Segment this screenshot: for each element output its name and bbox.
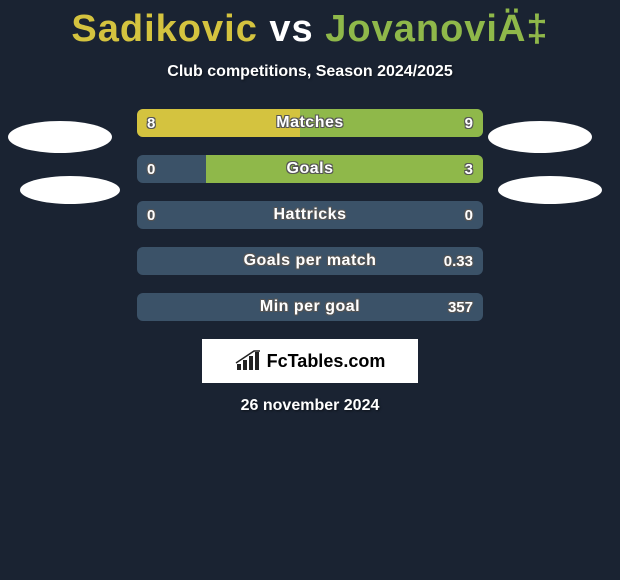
decorative-ellipse <box>498 176 602 204</box>
player1-name: Sadikovic <box>71 8 257 50</box>
stat-bar-row: 00Hattricks <box>137 201 483 229</box>
stat-bar-row: 357Min per goal <box>137 293 483 321</box>
decorative-ellipse <box>8 121 112 153</box>
chart-icon <box>235 350 261 372</box>
stat-label: Goals <box>137 155 483 183</box>
logo-text: FcTables.com <box>267 351 386 372</box>
comparison-title: Sadikovic vs JovanoviÄ‡ <box>0 0 620 51</box>
stat-bar-row: 0.33Goals per match <box>137 247 483 275</box>
stat-bar-row: 03Goals <box>137 155 483 183</box>
decorative-ellipse <box>488 121 592 153</box>
vs-text: vs <box>269 8 313 50</box>
decorative-ellipse <box>20 176 120 204</box>
stat-label: Hattricks <box>137 201 483 229</box>
stat-bar-row: 89Matches <box>137 109 483 137</box>
comparison-content: 89Matches 03Goals 00Hattricks 0.33Goals per… <box>0 109 620 415</box>
fctables-logo: FcTables.com <box>202 339 418 383</box>
subtitle: Club competitions, Season 2024/2025 <box>0 63 620 81</box>
stat-label: Min per goal <box>137 293 483 321</box>
stat-label: Matches <box>137 109 483 137</box>
player2-name: JovanoviÄ‡ <box>325 8 548 50</box>
date-text: 26 november 2024 <box>0 397 620 415</box>
stat-bars: 89Matches 03Goals 00Hattricks 0.33Goals per… <box>137 109 483 321</box>
stat-label: Goals per match <box>137 247 483 275</box>
